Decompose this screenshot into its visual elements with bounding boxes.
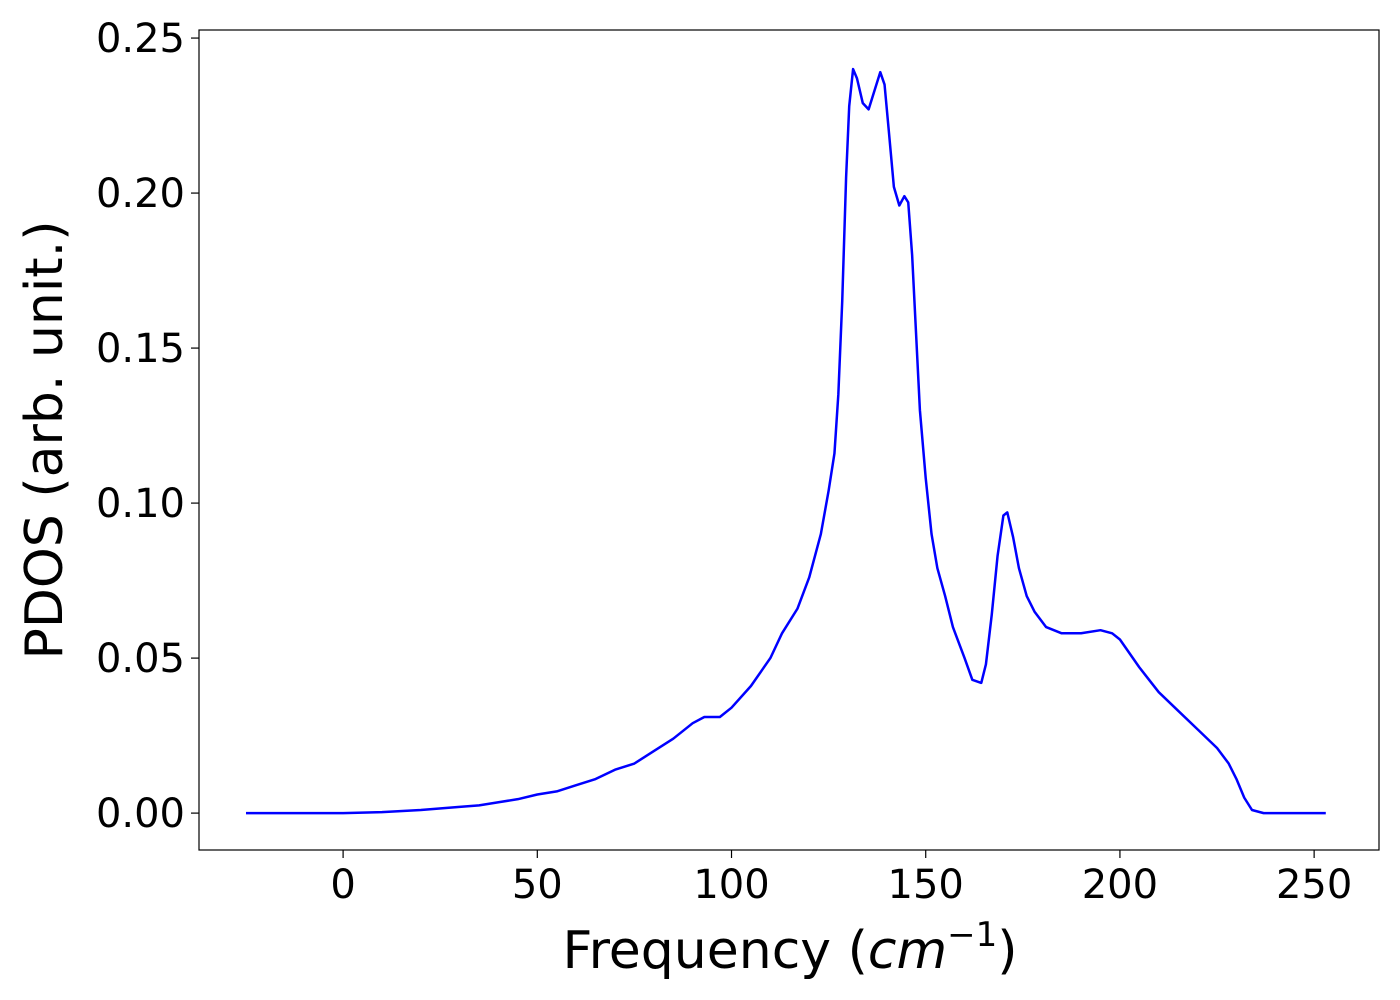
axes-frame [198,29,1380,851]
x-tick-label: 200 [1082,862,1158,908]
y-tick-label: 0.20 [96,171,185,217]
y-tick-label: 0.10 [96,481,185,527]
y-tick-label: 0.15 [96,326,185,372]
x-tick-label: 250 [1276,862,1352,908]
x-tick-label: 100 [693,862,769,908]
x-label-exponent: −1 [947,915,997,955]
x-label-unit: cm [868,921,947,981]
x-axis-label: Frequency (cm−1) [562,915,1017,981]
y-tick-label: 0.25 [96,16,185,62]
x-tick-label: 0 [330,862,355,908]
y-axis-label: PDOS (arb. unit.) [15,220,75,659]
x-tick-label: 150 [888,862,964,908]
x-tick-label: 50 [512,862,563,908]
y-tick-label: 0.05 [96,636,185,682]
y-tick-label: 0.00 [96,791,185,837]
line [245,67,1326,815]
x-label-text: ) [997,921,1017,981]
x-label-text: Frequency ( [562,921,867,981]
